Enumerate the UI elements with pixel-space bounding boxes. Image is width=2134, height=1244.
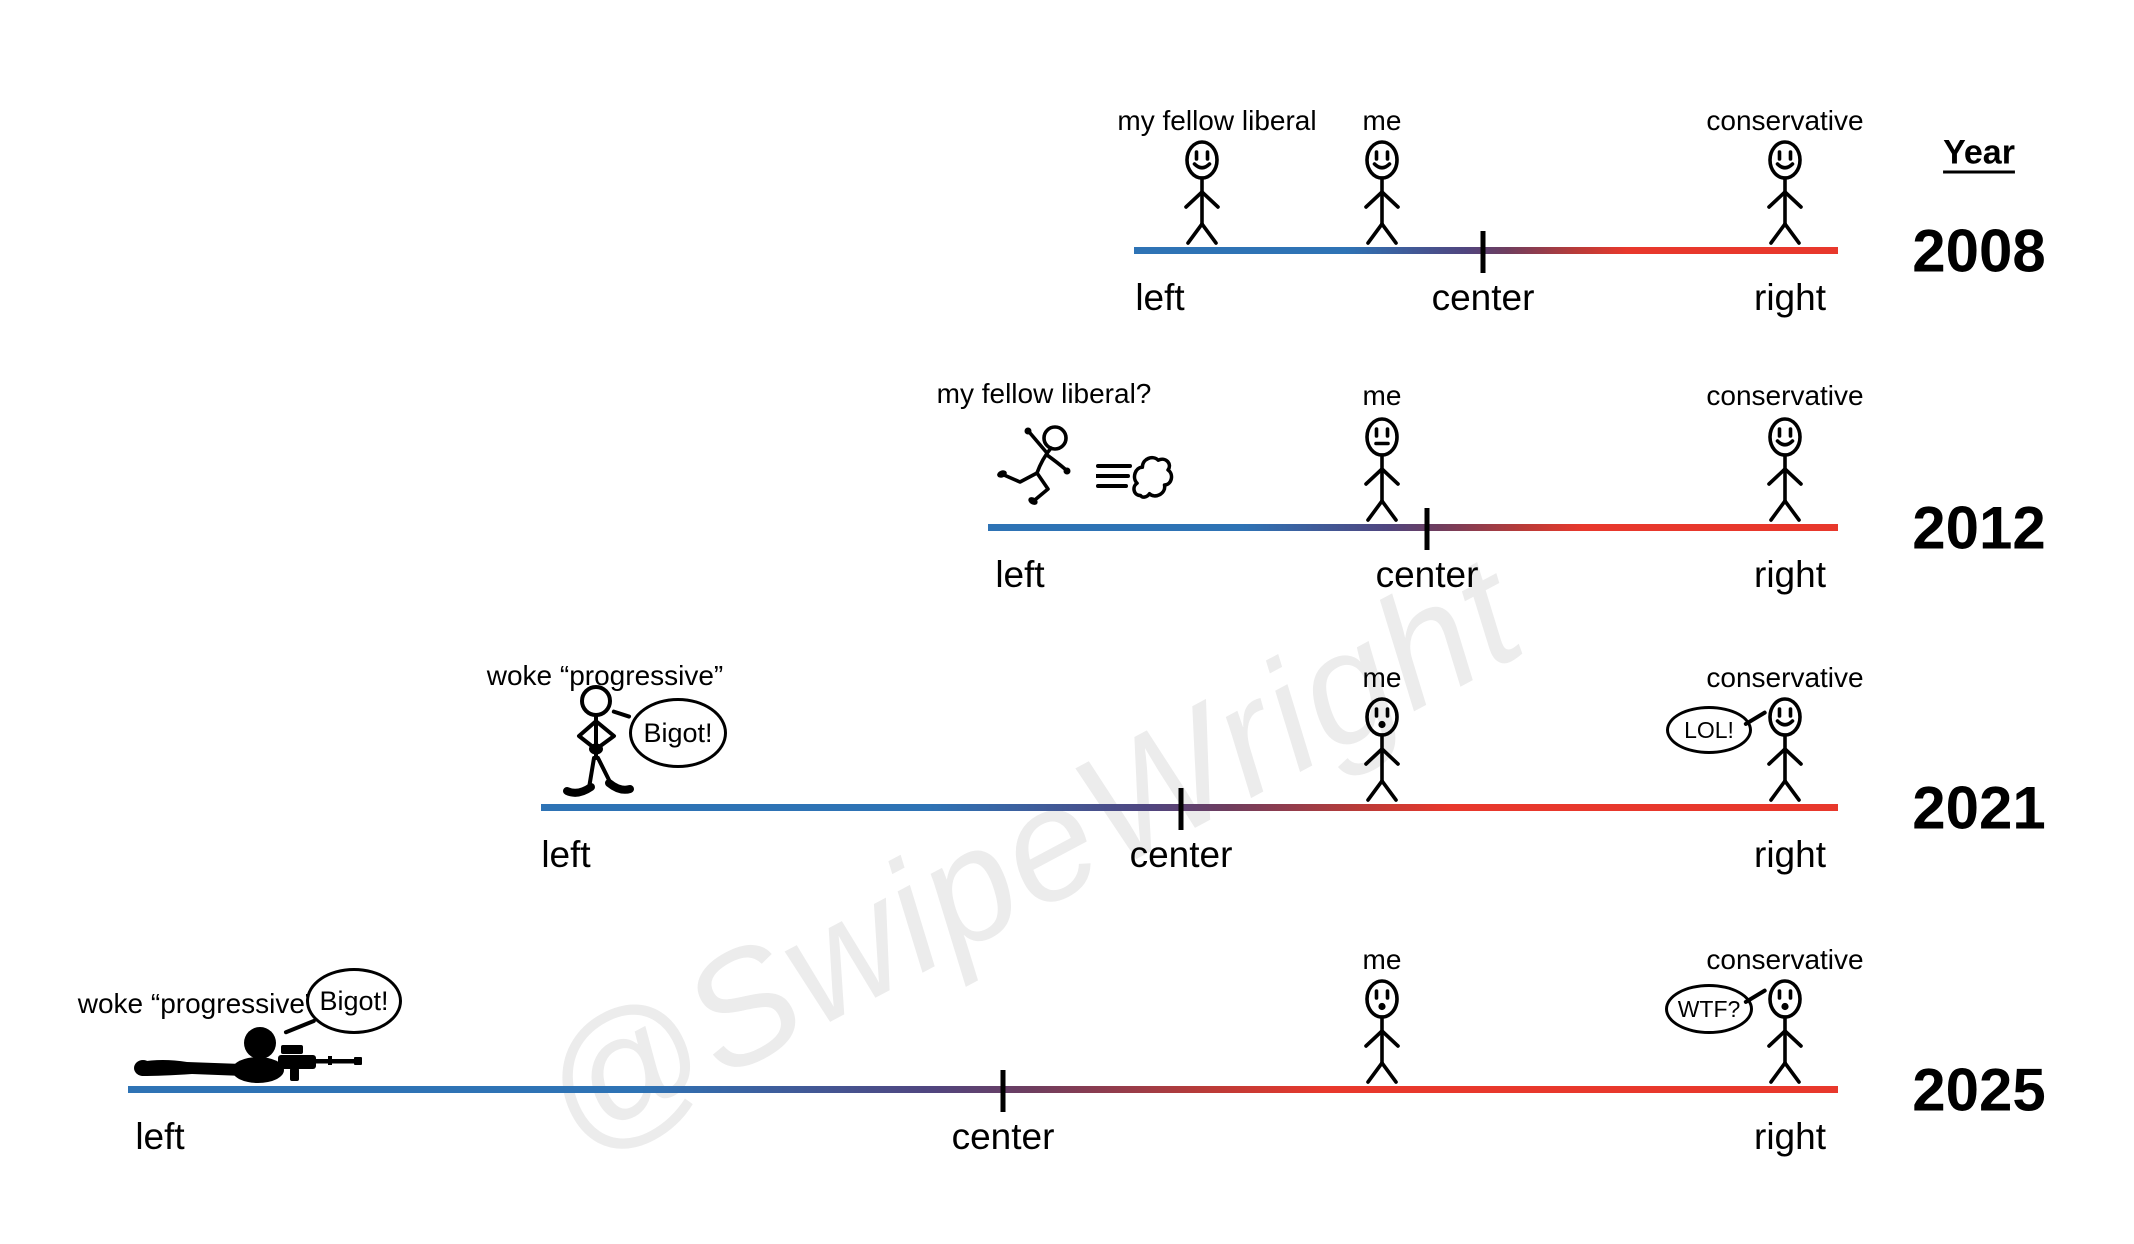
axis-label-right: right bbox=[1754, 277, 1826, 318]
dust-cloud-icon bbox=[1132, 455, 1174, 499]
axis-label-right: right bbox=[1754, 1116, 1826, 1157]
woke-progressive-label-2021: woke “progressive” bbox=[486, 660, 724, 691]
stick-figure-conservative-shocked bbox=[1767, 979, 1803, 1084]
conservative-label-2008: conservative bbox=[1706, 105, 1864, 136]
bigot-speech-bubble-2021: Bigot! bbox=[629, 698, 727, 768]
stick-figure-liberal-smiling bbox=[1184, 140, 1220, 245]
stick-figure-me-surprised bbox=[1364, 697, 1400, 802]
stick-figure-conservative-smiling bbox=[1767, 140, 1803, 245]
axis-label-left: left bbox=[1135, 277, 1185, 318]
year-label-2025: 2025 bbox=[1912, 1056, 2046, 1124]
me-label-2025: me bbox=[1362, 944, 1402, 975]
axis-label-center: center bbox=[1431, 277, 1535, 318]
me-label-2008: me bbox=[1362, 105, 1402, 136]
sniper-silhouette bbox=[134, 1027, 362, 1083]
axis-label-right: right bbox=[1754, 834, 1826, 875]
stick-figure-running-away bbox=[997, 425, 1071, 505]
axis-label-center: center bbox=[951, 1116, 1055, 1157]
stick-figure-me-neutral bbox=[1364, 417, 1400, 522]
wtf-speech-bubble: WTF? bbox=[1665, 984, 1753, 1034]
spectrum-line-2012 bbox=[988, 524, 1838, 531]
axis-label-center: center bbox=[1375, 554, 1479, 595]
axis-label-center: center bbox=[1129, 834, 1233, 875]
bigot-speech-bubble-2025: Bigot! bbox=[306, 968, 402, 1034]
stick-figure-me-smiling bbox=[1364, 140, 1400, 245]
axis-label-left: left bbox=[135, 1116, 185, 1157]
stick-figure-conservative-smiling bbox=[1767, 697, 1803, 802]
stick-figure-conservative-smiling bbox=[1767, 417, 1803, 522]
woke-progressive-label-2025: woke “progressive” bbox=[77, 988, 315, 1019]
liberal-label-2012: my fellow liberal? bbox=[936, 378, 1152, 409]
center-tick-2012 bbox=[1424, 508, 1430, 550]
year-label-2012: 2012 bbox=[1912, 494, 2046, 562]
year-label-2008: 2008 bbox=[1912, 217, 2046, 285]
spectrum-line-2008 bbox=[1134, 247, 1838, 254]
spectrum-line-2021 bbox=[541, 804, 1838, 811]
conservative-label-2012: conservative bbox=[1706, 380, 1864, 411]
me-label-2021: me bbox=[1362, 662, 1402, 693]
axis-label-left: left bbox=[995, 554, 1045, 595]
spectrum-line-2025 bbox=[128, 1086, 1838, 1093]
center-tick-2025 bbox=[1000, 1070, 1006, 1112]
lol-speech-bubble: LOL! bbox=[1666, 706, 1752, 754]
me-label-2012: me bbox=[1362, 380, 1402, 411]
liberal-label-2008: my fellow liberal bbox=[1117, 105, 1317, 136]
stick-figure-me-surprised bbox=[1364, 979, 1400, 1084]
speed-lines-icon bbox=[1096, 464, 1132, 488]
axis-label-left: left bbox=[541, 834, 591, 875]
axis-label-right: right bbox=[1754, 554, 1826, 595]
conservative-label-2025: conservative bbox=[1706, 944, 1864, 975]
center-tick-2021 bbox=[1178, 788, 1184, 830]
year-label-2021: 2021 bbox=[1912, 774, 2046, 842]
conservative-label-2021: conservative bbox=[1706, 662, 1864, 693]
year-column-header: Year bbox=[1943, 133, 2015, 172]
stick-figure-hands-on-hips bbox=[563, 685, 634, 797]
center-tick-2008 bbox=[1480, 231, 1486, 273]
